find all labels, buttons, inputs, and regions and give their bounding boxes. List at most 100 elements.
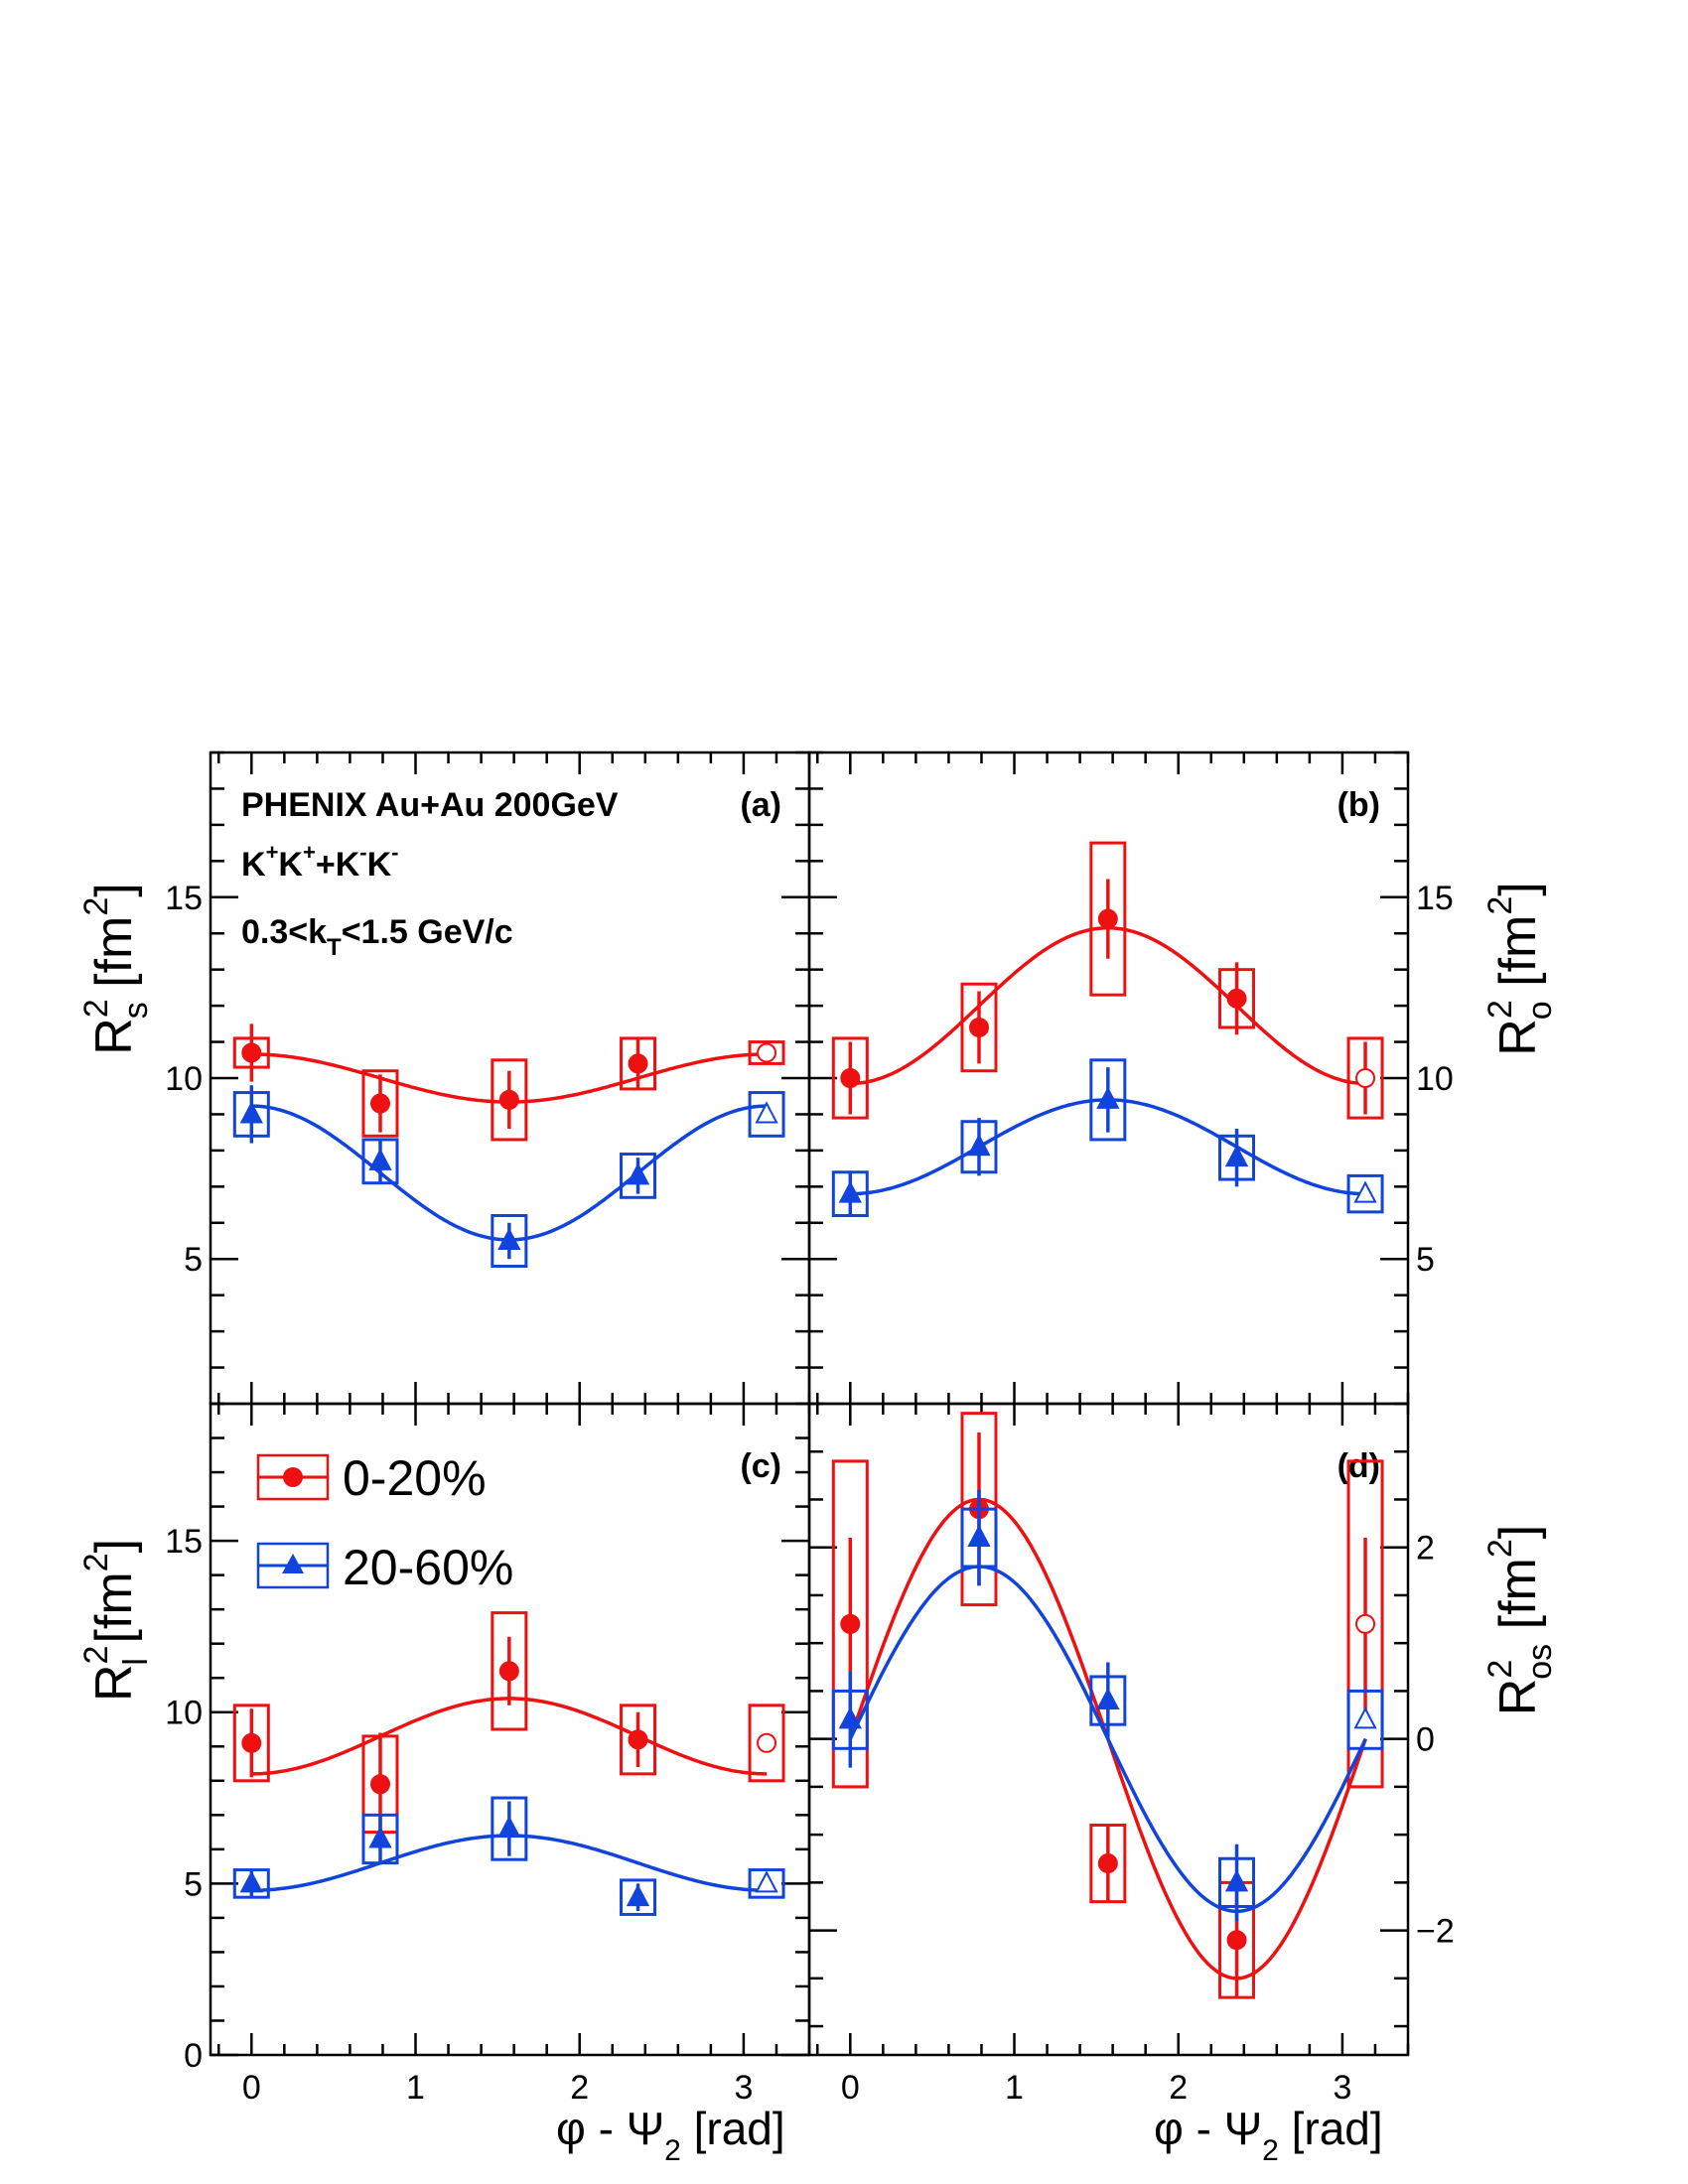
data-point-peripheral (497, 1815, 521, 1839)
series-peripheral-b (831, 1058, 1384, 1217)
x-tick-label: 1 (406, 2069, 425, 2107)
sys-box-central (960, 982, 998, 1073)
x-tick-label: 1 (1005, 2069, 1024, 2107)
data-point-peripheral (967, 1524, 991, 1548)
data-point-central (628, 1053, 648, 1074)
data-point-peripheral (1353, 1180, 1377, 1203)
series-peripheral-a (232, 1085, 785, 1269)
y-tick-label: −2 (1416, 1913, 1455, 1951)
panel-d: −2 0 2 0 1 2 3 (d) R2os [fm2] (807, 1402, 1559, 2107)
sys-box-central (491, 1611, 528, 1731)
data-point-peripheral (497, 1227, 521, 1250)
panel-a-label: (a) (740, 786, 781, 824)
y-tick-label: 5 (184, 1241, 203, 1279)
data-point-peripheral (239, 1870, 263, 1893)
sys-box-central (831, 1459, 869, 1789)
data-point-peripheral (626, 1884, 650, 1907)
sys-box-peripheral (1346, 1173, 1384, 1214)
data-point-peripheral (1096, 1687, 1120, 1710)
data-point-peripheral (755, 1101, 778, 1124)
data-point-central (241, 1042, 262, 1063)
panel-c-label: (c) (740, 1447, 781, 1485)
sys-box-central (232, 1704, 270, 1783)
data-point-central (241, 1732, 262, 1753)
data-point-central (1355, 1613, 1376, 1634)
y-tick-label: 10 (1416, 1060, 1454, 1098)
legend-central-marker (283, 1467, 303, 1487)
data-point-central (840, 1068, 861, 1088)
y-tick-label: 5 (1416, 1241, 1435, 1279)
annotations: PHENIX Au+Au 200GeV K+K++K-K- 0.3<kT<1.5… (241, 786, 619, 961)
data-point-central (968, 1017, 989, 1037)
fit-curve-central (251, 1697, 768, 1776)
experiment-label: PHENIX Au+Au 200GeV (241, 786, 619, 824)
y-tick-label: 10 (165, 1060, 203, 1098)
y-tick-label: 10 (165, 1695, 203, 1732)
data-point-peripheral (755, 1870, 778, 1893)
sys-box-central (1346, 1036, 1384, 1120)
data-point-central (1097, 1853, 1118, 1874)
series-peripheral-d (831, 1489, 1384, 1921)
legend-peripheral-marker (282, 1554, 304, 1573)
legend-peripheral-label: 20-60% (343, 1540, 513, 1595)
data-point-central (628, 1729, 648, 1750)
y-axis-title-d: R2os [fm2] (1481, 1525, 1559, 1715)
data-point-central (498, 1089, 519, 1110)
x-tick-label: 3 (734, 2069, 753, 2107)
pair-label: K+K++K-K- (241, 840, 398, 884)
data-point-peripheral (967, 1134, 991, 1157)
y-axis-title-c: R2l [fm2] (77, 1539, 155, 1702)
series-peripheral-c (232, 1796, 785, 1916)
panel-d-frame (807, 1402, 1410, 2057)
y-tick-label: 15 (1416, 880, 1454, 917)
data-point-central (369, 1774, 390, 1795)
data-point-peripheral (838, 1706, 862, 1729)
data-point-peripheral (368, 1826, 392, 1848)
data-point-peripheral (838, 1180, 862, 1203)
y-tick-label: 0 (184, 2037, 203, 2075)
sys-box-peripheral (491, 1796, 528, 1861)
x-axis-title-right: φ - Ψ2 [rad] (1154, 2103, 1383, 2167)
y-tick-label: 15 (165, 1523, 203, 1561)
data-point-peripheral (368, 1148, 392, 1170)
y-axis-title-a: R2s [fm2] (77, 883, 155, 1055)
data-point-peripheral (1224, 1145, 1249, 1167)
legend-entry-peripheral: 20-60% (256, 1540, 513, 1595)
data-point-central (1355, 1068, 1376, 1088)
data-point-central (498, 1661, 519, 1682)
data-point-central (369, 1093, 390, 1114)
x-axis-title-left: φ - Ψ2 [rad] (556, 2103, 785, 2167)
legend: 0-20% 20-60% (256, 1450, 513, 1595)
sys-box-central (748, 1040, 785, 1065)
data-point-central (1226, 988, 1247, 1009)
sys-box-central (1089, 841, 1127, 997)
x-tick-label: 0 (242, 2069, 261, 2107)
data-point-central (840, 1613, 861, 1634)
legend-entry-central: 0-20% (256, 1450, 487, 1506)
y-axis-title-b: R2o [fm2] (1481, 882, 1559, 1055)
sys-box-central (620, 1704, 657, 1776)
legend-central-label: 0-20% (343, 1450, 487, 1506)
kt-range-label: 0.3<kT<1.5 GeV/c (241, 913, 513, 961)
data-point-central (757, 1732, 777, 1753)
y-tick-label: 5 (184, 1865, 203, 1903)
sys-box-peripheral (620, 1153, 657, 1199)
panel-c: 0 5 10 15 0 1 2 3 (c) R2l [fm2] (77, 1402, 811, 2107)
x-tick-label: 2 (570, 2069, 589, 2107)
sys-box-central (361, 1069, 399, 1138)
data-point-peripheral (626, 1162, 650, 1185)
sys-box-peripheral (620, 1878, 657, 1916)
data-point-peripheral (1096, 1086, 1120, 1109)
sys-box-peripheral (1346, 1689, 1384, 1750)
panel-a: 5 10 15 (a) R2s [fm2] (77, 751, 811, 1406)
panel-b-label: (b) (1337, 786, 1380, 824)
sys-box-central (831, 1036, 869, 1120)
series-central-a (232, 1024, 785, 1142)
data-point-peripheral (239, 1101, 263, 1124)
data-point-central (1226, 1930, 1247, 1951)
data-point-peripheral (1224, 1869, 1249, 1892)
series-central-b (831, 841, 1384, 1120)
data-point-central (1097, 908, 1118, 929)
